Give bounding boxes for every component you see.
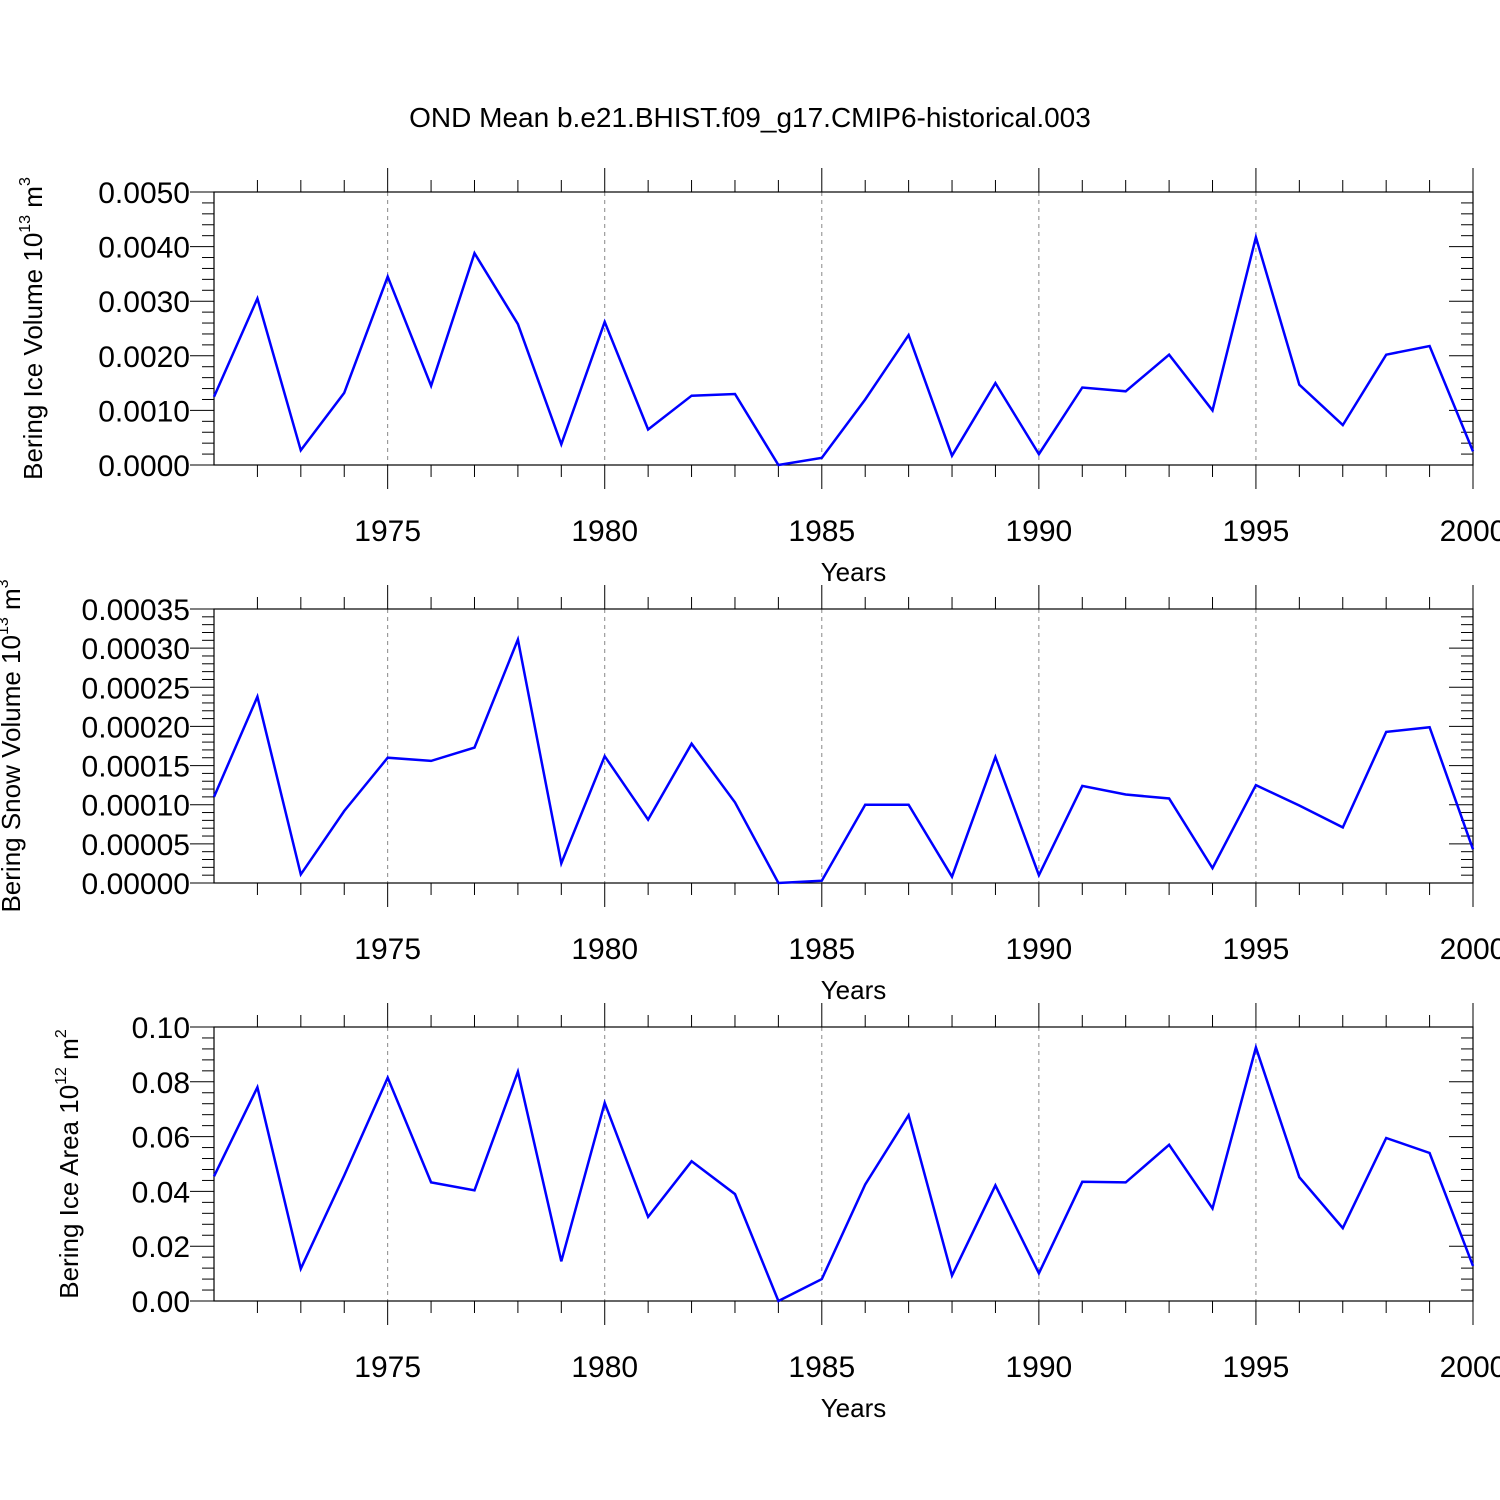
y-tick-label: 0.00010 [82,790,190,823]
x-tick-label: 2000 [1440,1351,1500,1384]
plot-frame [213,608,1474,884]
y-tick-label: 0.00035 [82,594,190,627]
y-axis-label: Bering Snow Volume 1013 m3 [0,579,26,912]
y-tick-label: 0.02 [132,1231,190,1264]
y-axis-label: Bering Ice Area 1012 m2 [53,1029,84,1299]
y-tick-label: 0.0040 [98,232,190,265]
y-axis-label: Bering Ice Volume 1013 m3 [17,177,48,480]
x-tick-label: 1980 [571,515,638,548]
x-tick-label: 1990 [1005,933,1072,966]
y-tick-label: 0.0000 [98,450,190,483]
x-tick-label: 1980 [571,1351,638,1384]
x-tick-label: 1975 [354,1351,421,1384]
x-tick-label: 1995 [1223,1351,1290,1384]
x-axis-label: Years [821,557,887,587]
y-tick-label: 0.00 [132,1286,190,1319]
x-tick-label: 1975 [354,933,421,966]
x-tick-label: 2000 [1440,515,1500,548]
series-line [212,1043,1475,1303]
plot-frame [213,1026,1474,1302]
y-tick-label: 0.10 [132,1012,190,1045]
y-tick-label: 0.0030 [98,286,190,319]
series-line [212,635,1475,885]
y-tick-label: 0.06 [132,1122,190,1155]
y-tick-label: 0.00015 [82,751,190,784]
x-tick-label: 1990 [1005,515,1072,548]
y-tick-label: 0.00000 [82,868,190,901]
x-axis-label: Years [821,1393,887,1423]
y-tick-label: 0.0050 [98,177,190,210]
x-tick-label: 1990 [1005,1351,1072,1384]
y-tick-label: 0.0020 [98,341,190,374]
x-tick-label: 1995 [1223,515,1290,548]
series-line [212,232,1475,467]
x-tick-label: 1980 [571,933,638,966]
y-tick-label: 0.00020 [82,711,190,744]
panel-1: 0.0000 0.0010 0.0020 0.0030 0.0040 0.0050 1975… [17,168,1500,587]
chart-title: OND Mean b.e21.BHIST.f09_g17.CMIP6-histo… [409,102,1091,133]
x-tick-label: 1985 [788,1351,855,1384]
y-tick-label: 0.00025 [82,672,190,705]
y-tick-label: 0.00030 [82,633,190,666]
panel-2: 0.00000 0.00005 0.00010 0.00015 0.00020 0.000… [0,579,1500,1005]
x-tick-label: 1985 [788,933,855,966]
y-tick-label: 0.04 [132,1176,190,1209]
y-tick-label: 0.00005 [82,829,190,862]
x-tick-label: 1995 [1223,933,1290,966]
x-axis-label: Years [821,975,887,1005]
y-tick-label: 0.08 [132,1067,190,1100]
plot-frame [213,191,1474,466]
x-tick-label: 2000 [1440,933,1500,966]
y-tick-label: 0.0010 [98,395,190,428]
x-tick-label: 1975 [354,515,421,548]
panel-3: 0.00 0.02 0.04 0.06 0.08 0.10 1975 1980 1985 1990… [53,1003,1500,1423]
x-tick-label: 1985 [788,515,855,548]
